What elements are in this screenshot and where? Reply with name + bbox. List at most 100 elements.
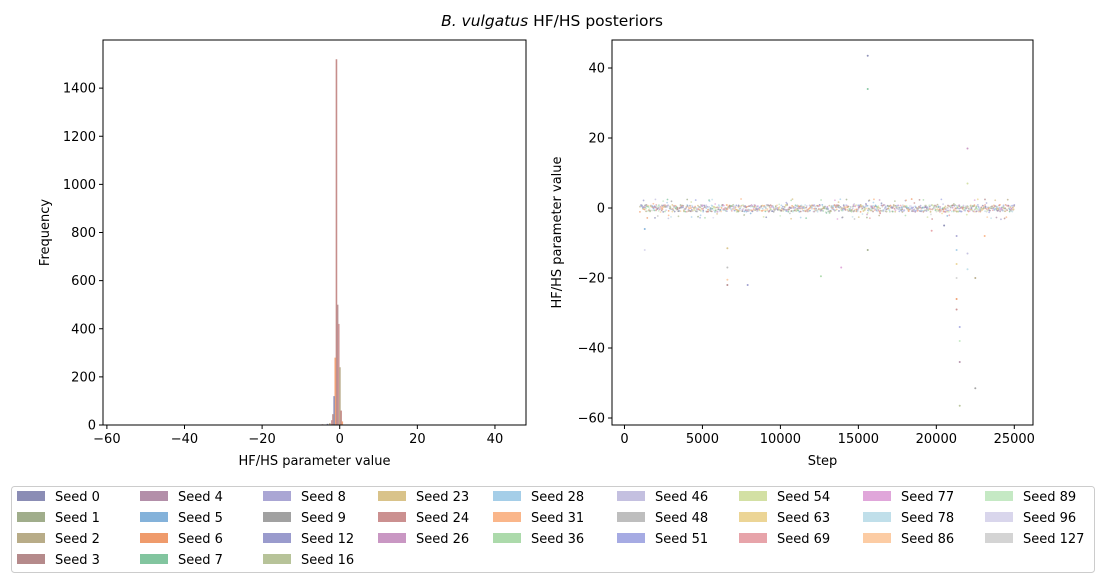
legend-swatch (739, 533, 767, 543)
scatter-point (850, 210, 853, 213)
scatter-point (866, 54, 869, 57)
scatter-point (949, 209, 952, 212)
scatter-point (809, 209, 811, 212)
scatter-point (818, 208, 820, 210)
legend-swatch (378, 533, 406, 543)
histogram-bar (341, 421, 344, 425)
histogram-y-tick-label: 800 (71, 226, 96, 241)
scatter-x-tick-label: 20000 (916, 432, 957, 447)
scatter-point (796, 207, 799, 210)
scatter-point (992, 207, 995, 210)
scatter-point (952, 203, 955, 205)
scatter-point (697, 206, 700, 209)
scatter-point (903, 204, 906, 207)
legend-swatch (493, 533, 521, 543)
scatter-point (654, 216, 656, 219)
scatter-point (1002, 204, 1005, 207)
scatter-point (989, 206, 992, 208)
scatter-point (1009, 209, 1012, 211)
scatter-y-tick-label: 20 (588, 132, 605, 147)
scatter-point (805, 205, 808, 207)
scatter-point (1003, 217, 1006, 220)
scatter-point (922, 210, 925, 213)
scatter-point (898, 210, 901, 213)
legend-swatch (263, 512, 291, 522)
scatter-point (805, 206, 808, 209)
legend-swatch (863, 533, 891, 543)
scatter-point (790, 217, 793, 220)
scatter-point (924, 204, 927, 207)
scatter-point (818, 204, 821, 207)
scatter-point (845, 198, 848, 201)
scatter-point (656, 208, 659, 210)
scatter-point (958, 361, 961, 363)
histogram-y-tick-label: 1400 (63, 82, 96, 97)
scatter-point (716, 210, 719, 213)
scatter-point (770, 208, 773, 211)
scatter-point (986, 209, 989, 212)
scatter-point (667, 209, 670, 212)
scatter-point (878, 210, 881, 213)
legend-label: Seed 96 (1023, 511, 1076, 526)
scatter-point (1008, 210, 1011, 213)
scatter-point (864, 207, 866, 210)
scatter-point (896, 206, 899, 208)
legend-swatch (739, 491, 767, 501)
scatter-point (726, 266, 729, 269)
scatter-point (752, 208, 755, 211)
scatter-frame (611, 39, 1034, 426)
legend-item: Seed 48 (617, 511, 708, 526)
histogram-y-tick-label: 200 (71, 370, 96, 385)
figure-title-rest: HF/HS posteriors (528, 12, 663, 30)
legend-item: Seed 77 (863, 490, 954, 505)
scatter-point (690, 201, 693, 203)
scatter-point (647, 204, 649, 207)
scatter-point (813, 207, 816, 210)
scatter-point (993, 209, 996, 211)
scatter-point (795, 210, 798, 213)
scatter-point (652, 202, 655, 205)
histogram-y-label: Frequency (38, 199, 53, 266)
scatter-point (749, 205, 752, 208)
scatter-point (897, 204, 900, 207)
scatter-point (788, 208, 791, 211)
scatter-point (918, 198, 921, 201)
histogram-bar (332, 414, 334, 425)
scatter-point (849, 208, 851, 210)
scatter-point (963, 208, 965, 211)
scatter-point (885, 210, 888, 213)
legend-label: Seed 46 (655, 490, 708, 505)
scatter-point (838, 204, 840, 207)
scatter-point (820, 199, 822, 201)
scatter-point (942, 208, 945, 211)
scatter-point (996, 205, 999, 208)
legend-swatch (985, 491, 1013, 501)
scatter-point (835, 206, 837, 209)
scatter-point (849, 206, 852, 208)
histogram-bar (330, 420, 333, 425)
legend-swatch (863, 512, 891, 522)
scatter-point (697, 204, 699, 207)
scatter-point (825, 212, 828, 214)
scatter-point (647, 206, 650, 209)
scatter-point (948, 214, 951, 217)
scatter-point (998, 203, 1001, 206)
scatter-y-label: HF/HS parameter value (550, 156, 565, 308)
scatter-point (799, 210, 802, 213)
scatter-point (702, 209, 705, 212)
scatter-point (1012, 208, 1015, 211)
scatter-point (978, 208, 981, 210)
scatter-point (762, 209, 765, 212)
scatter-point (679, 204, 682, 206)
histogram-bar (335, 59, 338, 425)
histogram-bars (230, 59, 347, 425)
scatter-point (713, 209, 715, 212)
legend-item: Seed 12 (263, 532, 354, 547)
legend-swatch (17, 554, 45, 564)
legend-swatch (985, 533, 1013, 543)
scatter-point (877, 209, 880, 212)
scatter-point (919, 204, 922, 207)
legend-swatch (617, 491, 645, 501)
histogram-bar (334, 357, 337, 425)
scatter-point (945, 209, 948, 211)
